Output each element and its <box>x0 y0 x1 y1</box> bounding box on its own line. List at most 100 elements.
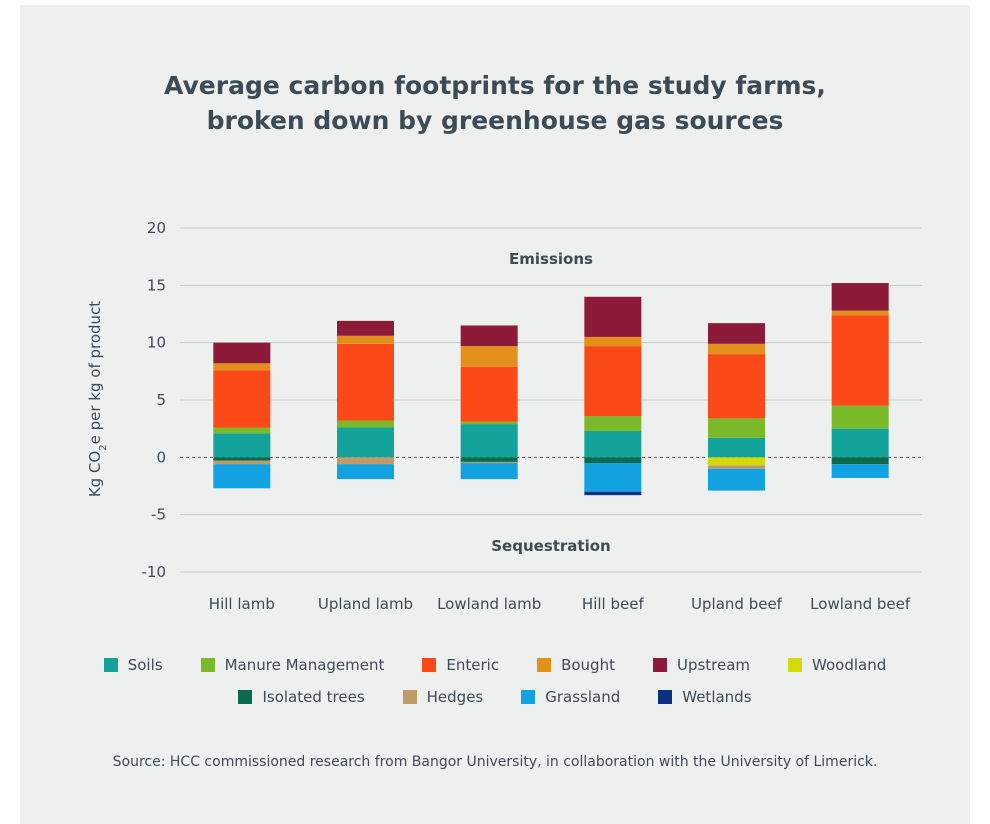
x-tick-label: Lowland beef <box>810 595 911 613</box>
legend: Soils Manure Management Enteric Bought Upstr… <box>60 655 930 719</box>
y-tick-label: 20 <box>147 219 166 237</box>
bar-lowland-lamb-upstream <box>460 325 518 347</box>
legend-label: Woodland <box>812 656 887 674</box>
bar-upland-lamb-soils <box>337 427 394 458</box>
bar-hill-beef-wetlands <box>584 491 642 496</box>
bar-hill-lamb-grassland <box>213 464 271 489</box>
legend-swatch <box>537 658 552 672</box>
legend-swatch <box>200 658 215 672</box>
x-tick-label: Hill lamb <box>209 595 275 613</box>
bar-hill-lamb-hedges <box>213 460 271 465</box>
y-tick-label: -5 <box>151 506 166 524</box>
y-tick-label: 5 <box>156 391 166 409</box>
legend-item-hedges: Hedges <box>402 688 484 706</box>
chart-title: Average carbon footprints for the study … <box>0 68 990 138</box>
legend-label: Isolated trees <box>262 688 365 706</box>
legend-item-soils: Soils <box>103 656 163 674</box>
bar-upland-lamb-hedges <box>337 457 394 465</box>
bar-hill-lamb-manure-management <box>213 427 271 434</box>
bar-lowland-lamb-manure-management <box>460 421 518 425</box>
legend-swatch <box>238 690 253 704</box>
annotation-sequestration: Sequestration <box>491 537 610 555</box>
legend-label: Wetlands <box>682 688 752 706</box>
bar-hill-beef-bought <box>584 336 642 347</box>
legend-item-bought: Bought <box>537 656 615 674</box>
bar-upland-beef-manure-management <box>708 418 765 438</box>
legend-label: Enteric <box>446 656 500 674</box>
bar-lowland-beef-isolated-trees <box>831 457 889 465</box>
bar-upland-beef-bought <box>708 343 765 355</box>
bar-hill-lamb-soils <box>213 433 271 458</box>
bar-hill-lamb-enteric <box>213 370 271 428</box>
y-axis-ticks: 20 15 10 5 0 -5 -10 <box>142 219 167 581</box>
legend-swatch <box>652 658 667 672</box>
x-tick-label: Upland lamb <box>318 595 413 613</box>
legend-swatch <box>103 658 118 672</box>
bar-upland-beef-hedges <box>708 465 765 469</box>
bar-upland-beef-grassland <box>708 468 765 491</box>
legend-swatch <box>788 658 803 672</box>
legend-label: Grassland <box>545 688 621 706</box>
y-tick-label: -10 <box>142 563 167 581</box>
x-tick-label: Lowland lamb <box>437 595 541 613</box>
legend-item-woodland: Woodland <box>788 656 886 674</box>
bar-lowland-lamb-hedges <box>460 461 518 464</box>
bar-hill-beef-isolated-trees <box>584 457 642 464</box>
bar-lowland-beef-enteric <box>831 315 889 406</box>
annotation-emissions: Emissions <box>509 250 593 268</box>
chart-title-line-2: broken down by greenhouse gas sources <box>206 106 784 135</box>
bar-hill-beef-enteric <box>584 346 642 417</box>
legend-swatch <box>402 690 417 704</box>
source-note: Source: HCC commissioned research from B… <box>112 754 878 770</box>
bar-hill-lamb-bought <box>213 363 271 371</box>
bar-hill-beef-soils <box>584 430 642 458</box>
bar-lowland-beef-soils <box>831 428 889 458</box>
y-tick-label: 10 <box>147 334 166 352</box>
x-tick-label: Hill beef <box>582 595 645 613</box>
bar-upland-beef-soils <box>708 437 765 458</box>
legend-label: Hedges <box>426 688 484 706</box>
bar-hill-beef-grassland <box>584 463 642 492</box>
legend-swatch <box>658 690 673 704</box>
bar-hill-lamb-isolated-trees <box>213 457 271 461</box>
x-tick-label: Upland beef <box>691 595 783 613</box>
chart-title-line-1: Average carbon footprints for the study … <box>164 71 826 100</box>
legend-swatch <box>422 658 437 672</box>
bar-lowland-lamb-grassland <box>460 463 518 480</box>
legend-item-upstream: Upstream <box>652 656 751 674</box>
legend-label: Bought <box>561 656 615 674</box>
bar-upland-lamb-upstream <box>337 320 394 336</box>
legend-item-manure-management: Manure Management <box>200 656 385 674</box>
legend-item-grassland: Grassland <box>521 688 620 706</box>
bar-lowland-beef-grassland <box>831 464 889 478</box>
legend-label: Soils <box>127 656 163 674</box>
bar-upland-beef-woodland <box>708 457 765 466</box>
bar-hill-beef-manure-management <box>584 416 642 431</box>
x-axis-ticks: Hill lamb Upland lamb Lowland lamb Hill bee… <box>209 595 911 613</box>
bar-upland-lamb-manure-management <box>337 420 394 428</box>
bar-upland-lamb-bought <box>337 335 394 344</box>
bar-upland-lamb-grassland <box>337 464 394 480</box>
legend-label: Manure Management <box>224 656 385 674</box>
legend-label: Upstream <box>676 656 751 674</box>
legend-item-wetlands: Wetlands <box>658 688 752 706</box>
grid-lines <box>180 227 922 573</box>
bar-lowland-lamb-soils <box>460 424 518 458</box>
bar-upland-beef-upstream <box>708 323 765 344</box>
legend-row: Isolated trees Hedges Grassland Wetlands <box>60 687 930 707</box>
bar-lowland-beef-bought <box>831 310 889 316</box>
stacked-bar-chart: 20 15 10 5 0 -5 -10 Hill lamb Upland lamb Lowlan… <box>86 219 922 613</box>
y-tick-label: 0 <box>156 448 166 466</box>
bar-hill-beef-upstream <box>584 296 642 337</box>
bar-lowland-beef-manure-management <box>831 405 889 429</box>
y-axis-label: Kg CO2e per kg of product <box>86 301 109 497</box>
bar-hill-lamb-upstream <box>213 342 271 364</box>
y-tick-label: 15 <box>147 276 166 294</box>
bars <box>213 283 889 496</box>
bar-upland-beef-enteric <box>708 354 765 419</box>
bar-lowland-lamb-isolated-trees <box>460 457 518 462</box>
bar-lowland-lamb-enteric <box>460 366 518 422</box>
legend-row: Soils Manure Management Enteric Bought Upstr… <box>60 655 930 675</box>
legend-swatch <box>521 690 536 704</box>
legend-item-enteric: Enteric <box>422 656 499 674</box>
